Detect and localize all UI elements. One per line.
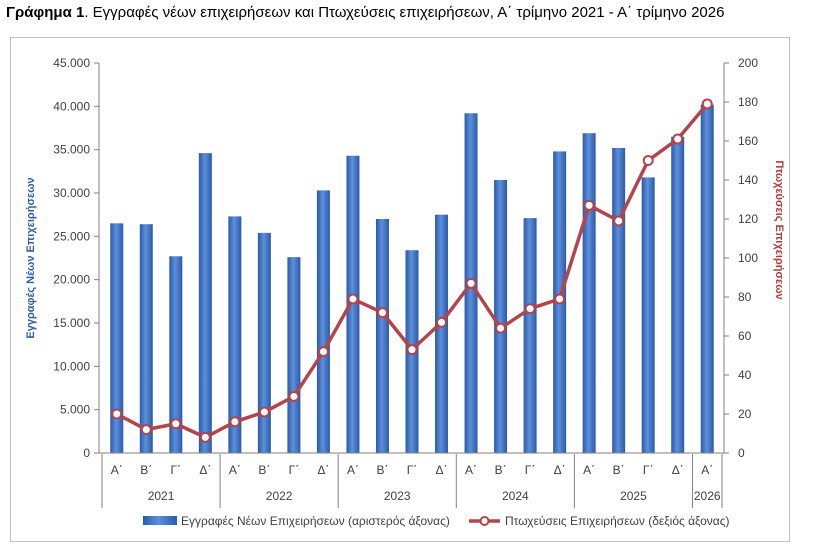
y-left-tick-label: 20.000 [53, 273, 90, 287]
x-tick-label: Α΄ [347, 463, 359, 477]
y-right-tick-label: 60 [738, 329, 752, 343]
y-left-tick-label: 25.000 [53, 229, 90, 243]
chart-title: Γράφημα 1. Εγγραφές νέων επιχειρήσεων κα… [6, 4, 724, 21]
x-tick-label: Β΄ [495, 463, 507, 477]
y-right-tick-label: 140 [738, 173, 758, 187]
bar [257, 232, 271, 453]
x-tick-label: Α΄ [465, 463, 477, 477]
year-label: 2021 [148, 489, 175, 503]
x-tick-label: Β΄ [258, 463, 270, 477]
y-right-tick-label: 40 [738, 368, 752, 382]
legend-label-bankruptcies: Πτωχεύσεις Επιχειρήσεων (δεξιός άξονας) [505, 514, 730, 528]
bar [198, 153, 212, 453]
y-right-tick-label: 20 [738, 407, 752, 421]
line-point [111, 408, 123, 420]
bar [110, 223, 124, 453]
line-point [199, 431, 211, 443]
year-label: 2022 [266, 489, 293, 503]
bar [641, 177, 655, 453]
line-point [288, 390, 300, 402]
bar [287, 257, 301, 453]
x-tick-label: Δ΄ [199, 463, 211, 477]
bar [582, 133, 596, 453]
x-tick-label: Β΄ [613, 463, 625, 477]
line-point [258, 406, 270, 418]
line-point [436, 316, 448, 328]
x-tick-label: Β΄ [140, 463, 152, 477]
y-left-tick-label: 0 [83, 446, 90, 460]
y-right-tick-label: 80 [738, 290, 752, 304]
bar [169, 256, 183, 453]
line-point [406, 344, 418, 356]
y-right-tick-label: 100 [738, 251, 758, 265]
y-right-axis-title: Πτωχεύσεις Επιχειρήσεων [773, 160, 785, 299]
year-label: 2023 [384, 489, 411, 503]
x-tick-label: Δ΄ [436, 463, 448, 477]
x-tick-label: Α΄ [229, 463, 241, 477]
y-left-tick-label: 40.000 [53, 99, 90, 113]
x-tick-label: Β΄ [376, 463, 388, 477]
legend-swatch-marker [479, 516, 490, 526]
x-tick-label: Γ΄ [289, 463, 300, 477]
y-left-axis-title: Εγγραφές Νέων Επιχειρήσεων [25, 177, 37, 338]
y-left-tick-label: 30.000 [53, 186, 90, 200]
line-point [524, 303, 536, 315]
line-point [465, 277, 477, 289]
y-right-tick-label: 180 [738, 95, 758, 109]
y-left-tick-label: 15.000 [53, 316, 90, 330]
bar [523, 218, 537, 453]
bar [612, 147, 626, 453]
legend-label-registrations: Εγγραφές Νέων Επιχειρήσεων (αριστερός άξ… [181, 514, 450, 528]
x-tick-label: Α΄ [583, 463, 595, 477]
year-label: 2026 [694, 489, 721, 503]
line-point [642, 155, 654, 166]
x-tick-label: Δ΄ [672, 463, 684, 477]
line-point [701, 98, 713, 110]
y-left-tick-label: 35.000 [53, 143, 90, 157]
x-tick-label: Γ΄ [525, 463, 536, 477]
bar [435, 214, 449, 453]
chart-frame [10, 37, 790, 542]
x-tick-label: Γ΄ [407, 463, 418, 477]
bar [228, 216, 242, 453]
year-label: 2025 [620, 489, 647, 503]
line-point [317, 346, 329, 358]
y-left-tick-label: 10.000 [53, 359, 90, 373]
line-point [376, 307, 388, 319]
line-point [347, 293, 359, 305]
bar [671, 136, 685, 453]
bar [494, 180, 508, 453]
legend-swatch-bar [143, 516, 177, 525]
line-point [672, 133, 684, 145]
line-point [140, 424, 152, 436]
line-point [554, 293, 566, 305]
x-tick-label: Α΄ [701, 463, 713, 477]
year-label: 2024 [502, 489, 529, 503]
y-left-tick-label: 45.000 [53, 56, 90, 70]
line-point [613, 215, 625, 227]
line-point [229, 416, 241, 428]
bar [375, 219, 389, 453]
y-right-tick-label: 120 [738, 212, 758, 226]
line-point [495, 322, 507, 334]
y-right-tick-label: 160 [738, 134, 758, 148]
y-right-tick-label: 0 [738, 446, 745, 460]
x-tick-label: Δ΄ [554, 463, 566, 477]
line-point [170, 418, 182, 430]
x-tick-label: Α΄ [111, 463, 123, 477]
bar [700, 104, 714, 453]
x-tick-label: Γ΄ [643, 463, 654, 477]
bar [316, 190, 330, 453]
y-left-tick-label: 5.000 [60, 403, 90, 417]
x-tick-label: Γ΄ [171, 463, 182, 477]
x-tick-label: Δ΄ [317, 463, 329, 477]
chart-title-rest: . Εγγραφές νέων επιχειρήσεων και Πτωχεύσ… [84, 4, 725, 21]
chart-title-bold: Γράφημα 1 [6, 4, 85, 21]
line-point [583, 199, 595, 211]
bar [139, 224, 153, 453]
y-right-tick-label: 200 [738, 56, 758, 70]
